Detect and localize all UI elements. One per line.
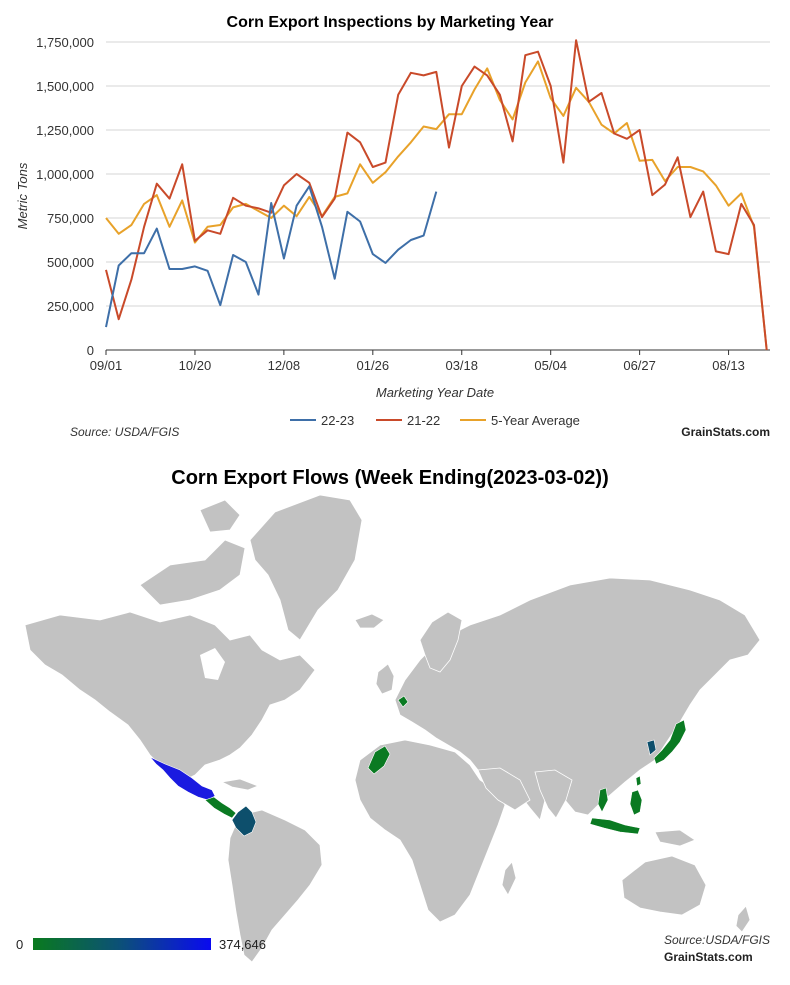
scale-max-label: 374,646 — [219, 937, 266, 952]
y-tick-label: 1,750,000 — [36, 35, 94, 50]
x-tick-label: 09/01 — [90, 358, 123, 373]
legend-label[interactable]: 21-22 — [407, 413, 440, 428]
x-tick-label: 03/18 — [445, 358, 478, 373]
y-tick-label: 1,000,000 — [36, 167, 94, 182]
y-tick-label: 250,000 — [47, 299, 94, 314]
uk-ireland[interactable] — [375, 663, 395, 695]
eurasia[interactable] — [394, 577, 761, 821]
map-title: Corn Export Flows (Week Ending(2023-03-0… — [171, 467, 609, 489]
new-guinea[interactable] — [654, 829, 696, 847]
series-line-22-23[interactable] — [105, 185, 438, 328]
x-tick-label: 10/20 — [179, 358, 212, 373]
india[interactable] — [534, 769, 573, 819]
map-source: Source:USDA/FGIS — [664, 933, 770, 947]
y-tick-label: 750,000 — [47, 211, 94, 226]
series-line-5-year-average[interactable] — [105, 60, 768, 351]
chart-brand[interactable]: GrainStats.com — [681, 425, 770, 439]
x-tick-label: 01/26 — [357, 358, 390, 373]
map-brand[interactable]: GrainStats.com — [664, 950, 753, 964]
series-lines — [105, 39, 768, 351]
africa[interactable] — [354, 739, 506, 923]
x-tick-label: 05/04 — [534, 358, 567, 373]
morocco[interactable] — [367, 745, 391, 775]
legend-label[interactable]: 22-23 — [321, 413, 354, 428]
line-chart: Corn Export Inspections by Marketing Yea… — [15, 14, 770, 439]
y-tick-label: 1,250,000 — [36, 123, 94, 138]
y-tick-label: 500,000 — [47, 255, 94, 270]
iceland[interactable] — [354, 613, 385, 629]
south-korea[interactable] — [646, 739, 657, 756]
x-tick-label: 06/27 — [623, 358, 656, 373]
chart-source: Source: USDA/FGIS — [70, 425, 179, 439]
madagascar[interactable] — [501, 861, 517, 896]
vietnam[interactable] — [597, 787, 609, 813]
caribbean-islands[interactable] — [220, 778, 260, 791]
x-axis-ticks: 09/01 10/20 12/08 01/26 03/18 05/04 06/27 08/13 — [90, 350, 745, 373]
indonesia[interactable] — [589, 817, 641, 835]
colombia[interactable] — [231, 805, 257, 837]
x-tick-label: 08/13 — [712, 358, 745, 373]
y-axis-ticks: 0 250,000 500,000 750,000 1,000,000 1,250,000… — [36, 35, 94, 358]
greenland[interactable] — [249, 494, 363, 641]
australia[interactable] — [621, 855, 707, 916]
japan[interactable] — [653, 719, 687, 765]
arabia[interactable] — [477, 767, 531, 811]
netherlands[interactable] — [397, 695, 409, 708]
south-america[interactable] — [227, 809, 323, 963]
arctic-islands-2[interactable] — [199, 499, 241, 533]
x-axis-label: Marketing Year Date — [376, 385, 494, 400]
chart-title: Corn Export Inspections by Marketing Yea… — [227, 14, 554, 31]
north-america[interactable] — [24, 611, 316, 781]
arctic-islands[interactable] — [139, 539, 246, 606]
taiwan[interactable] — [635, 775, 642, 787]
new-zealand[interactable] — [735, 905, 751, 933]
scale-min-label: 0 — [16, 937, 23, 952]
y-tick-label: 0 — [87, 343, 94, 358]
legend-label[interactable]: 5-Year Average — [491, 413, 580, 428]
x-tick-label: 12/08 — [268, 358, 301, 373]
scandinavia[interactable] — [419, 611, 463, 673]
color-scale-bar — [33, 938, 211, 950]
central-america[interactable] — [204, 796, 237, 819]
y-axis-label: Metric Tons — [15, 162, 30, 229]
philippines[interactable] — [629, 789, 643, 816]
chart-legend[interactable]: 22-23 21-22 5-Year Average — [290, 413, 580, 428]
y-tick-label: 1,500,000 — [36, 79, 94, 94]
series-line-21-22[interactable] — [105, 39, 768, 351]
